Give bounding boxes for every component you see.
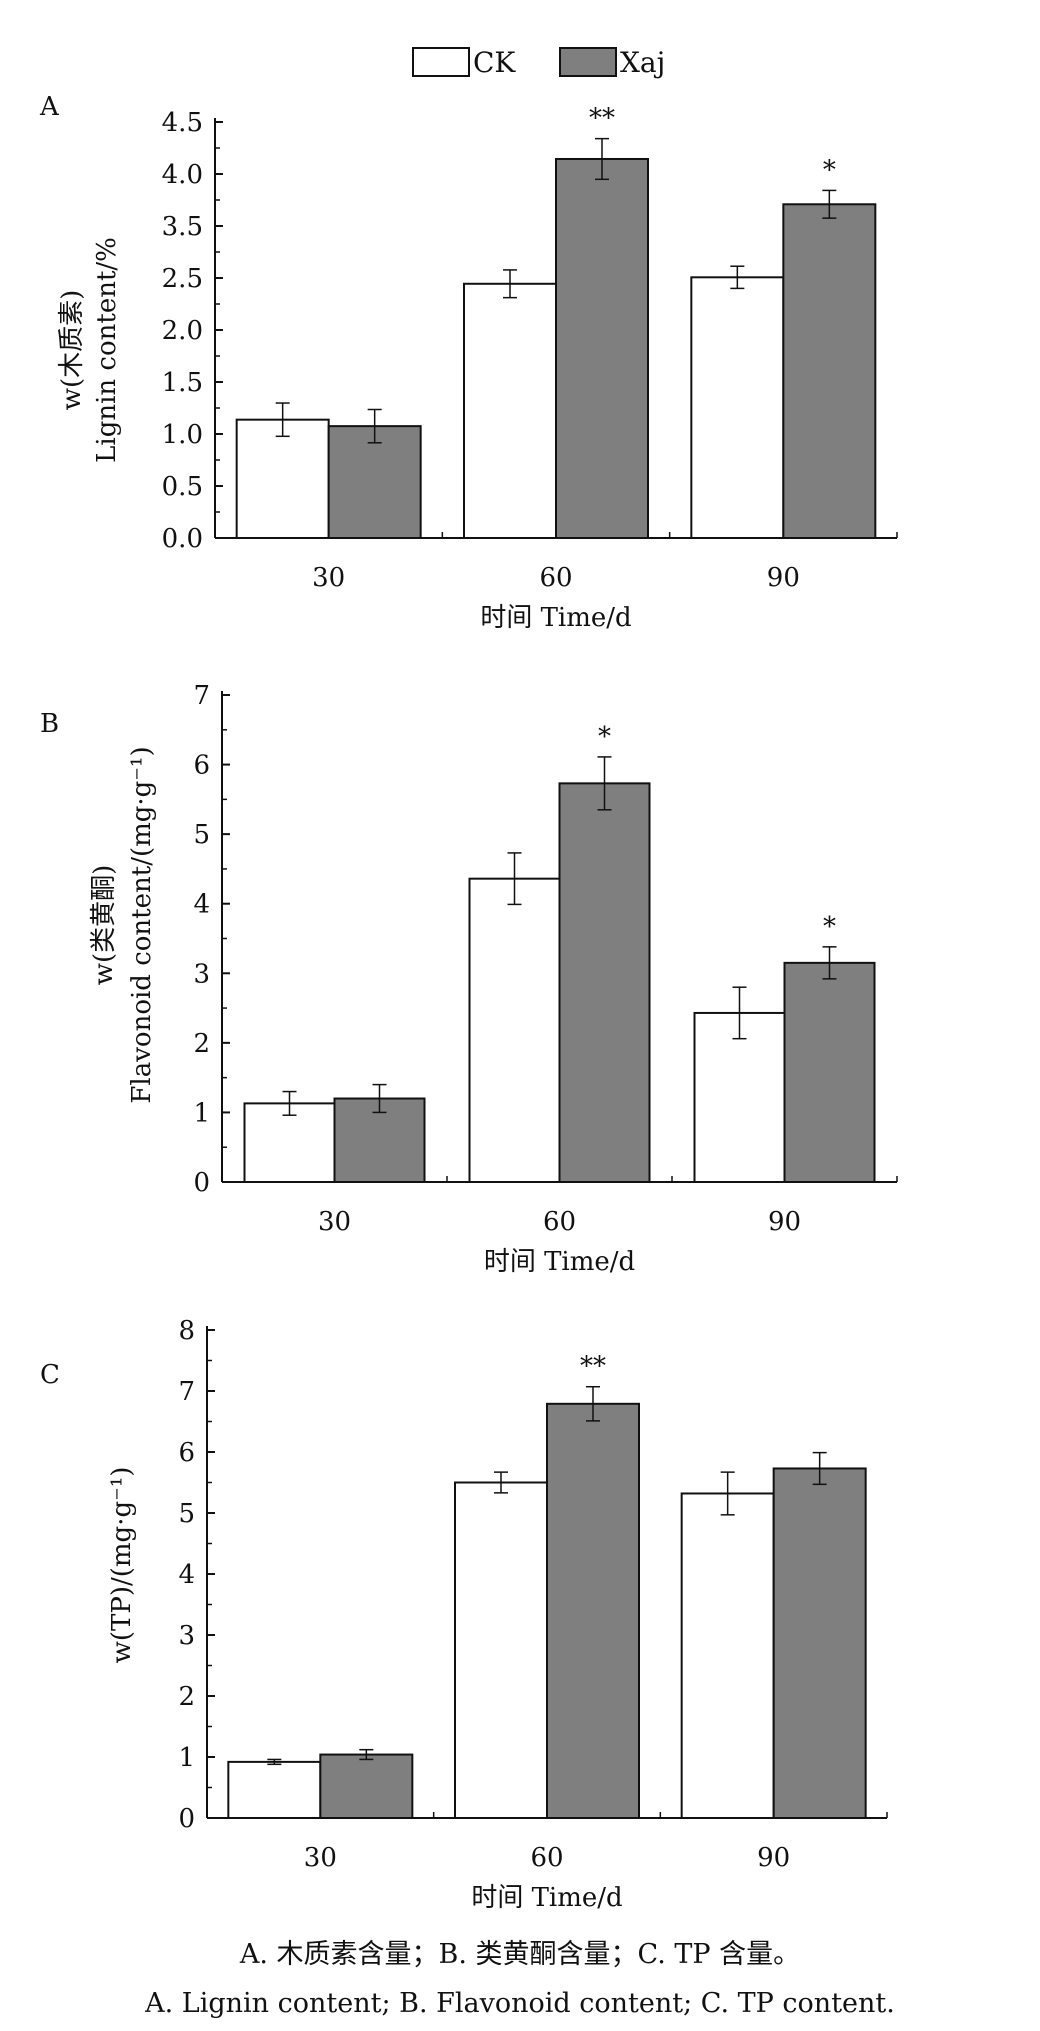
y-tick-label: 5 bbox=[193, 820, 210, 850]
y-tick-label: 2 bbox=[178, 1682, 195, 1712]
y-tick-label: 0 bbox=[193, 1168, 210, 1198]
bar-xaj-90 bbox=[783, 961, 876, 1183]
y-tick-label: 7 bbox=[193, 681, 210, 711]
legend-swatch-ck bbox=[412, 47, 470, 77]
y-axis-title-line1: w(木质素) bbox=[57, 290, 87, 411]
bar-xaj-60 bbox=[546, 1402, 640, 1820]
y-tick-label: 5 bbox=[178, 1499, 195, 1529]
bar-ck-90 bbox=[693, 1011, 786, 1183]
bar-xaj-60 bbox=[555, 157, 649, 539]
chart-panel-b: B 0 1 2 3 4 5 6 7 30 * 60 * 90 时间 Time/d w(类黄酮) Flavonoi… bbox=[40, 681, 898, 1277]
x-axis-title: 时间 Time/d bbox=[471, 1883, 622, 1913]
x-tick-label-30: 30 bbox=[312, 563, 345, 593]
y-tick-label: 3 bbox=[178, 1621, 195, 1651]
bar-xaj-90 bbox=[782, 203, 877, 540]
chart-panel-a: A 0.0 0.5 1.0 1.5 2.0 2.5 3.5 4.0 4.5 30 ** 60 * 90 时间 … bbox=[39, 92, 898, 633]
bar-xaj-90 bbox=[772, 1467, 867, 1819]
chart-panel-c: C 0 1 2 3 4 5 6 7 8 30 ** 60 90 时间 Time/d w(TP)/(mg·g⁻¹… bbox=[40, 1316, 888, 1913]
x-tick-label-30: 30 bbox=[318, 1207, 351, 1237]
bar-ck-30 bbox=[235, 418, 330, 539]
bar-ck-90 bbox=[690, 276, 785, 539]
y-tick-label: 3 bbox=[193, 959, 210, 989]
significance-mark: ** bbox=[580, 1352, 606, 1382]
y-tick-label: 4 bbox=[193, 890, 210, 920]
y-axis-title-line1: w(类黄酮) bbox=[89, 865, 119, 986]
y-axis-title-line2: Flavonoid content/(mg·g⁻¹) bbox=[127, 746, 157, 1103]
y-tick-label: 0.5 bbox=[162, 472, 203, 502]
caption-english: A. Lignin content; B. Flavonoid content;… bbox=[145, 1988, 895, 2019]
caption-chinese: A. 木质素含量；B. 类黄酮含量；C. TP 含量。 bbox=[239, 1939, 801, 1970]
x-tick-label-30: 30 bbox=[304, 1843, 337, 1873]
panel-letter: B bbox=[40, 709, 59, 739]
significance-mark: ** bbox=[589, 104, 615, 134]
bar-ck-60 bbox=[468, 877, 561, 1183]
y-tick-label: 2 bbox=[193, 1029, 210, 1059]
y-tick-label: 7 bbox=[178, 1377, 195, 1407]
legend-swatch-xaj bbox=[559, 47, 617, 77]
panels: A0.00.51.01.52.02.53.54.04.530**60*90时间 … bbox=[39, 92, 898, 1913]
bar-ck-60 bbox=[454, 1481, 548, 1819]
y-tick-label: 3.5 bbox=[162, 212, 203, 242]
y-tick-label: 2.0 bbox=[162, 316, 203, 346]
y-axis-title-line2: Lignin content/% bbox=[92, 237, 122, 463]
panel-letter: A bbox=[39, 92, 60, 122]
y-tick-label: 1 bbox=[193, 1098, 210, 1128]
x-tick-label-60: 60 bbox=[539, 563, 572, 593]
y-tick-label: 1.5 bbox=[162, 368, 203, 398]
y-tick-label: 1.0 bbox=[162, 420, 203, 450]
bar-ck-60 bbox=[463, 282, 557, 539]
x-tick-label-60: 60 bbox=[543, 1207, 576, 1237]
bar-xaj-30 bbox=[319, 1753, 414, 1820]
x-axis-title: 时间 Time/d bbox=[480, 603, 631, 633]
panel-letter: C bbox=[40, 1360, 60, 1390]
significance-mark: * bbox=[823, 155, 836, 185]
x-tick-label-90: 90 bbox=[767, 563, 800, 593]
significance-mark: * bbox=[598, 722, 611, 752]
significance-mark: * bbox=[823, 912, 836, 942]
x-tick-label-90: 90 bbox=[768, 1207, 801, 1237]
legend-label-ck: CK bbox=[473, 46, 516, 79]
bar-xaj-60 bbox=[558, 782, 651, 1183]
y-tick-label: 6 bbox=[193, 751, 210, 781]
x-tick-label-60: 60 bbox=[530, 1843, 563, 1873]
y-tick-label: 0.0 bbox=[162, 524, 203, 554]
y-axis-title-line1: w(TP)/(mg·g⁻¹) bbox=[107, 1467, 137, 1664]
y-tick-label: 8 bbox=[178, 1316, 195, 1346]
y-tick-label: 6 bbox=[178, 1438, 195, 1468]
x-axis-title: 时间 Time/d bbox=[484, 1247, 635, 1277]
y-tick-label: 2.5 bbox=[162, 264, 203, 294]
bar-ck-30 bbox=[227, 1760, 322, 1820]
y-tick-label: 4.5 bbox=[162, 108, 203, 138]
y-tick-label: 1 bbox=[178, 1743, 195, 1773]
y-tick-label: 0 bbox=[178, 1804, 195, 1834]
legend: CK Xaj bbox=[412, 46, 665, 79]
bar-ck-90 bbox=[680, 1492, 775, 1819]
y-tick-label: 4 bbox=[178, 1560, 195, 1590]
y-tick-label: 4.0 bbox=[162, 160, 203, 190]
legend-label-xaj: Xaj bbox=[620, 46, 665, 79]
x-tick-label-90: 90 bbox=[757, 1843, 790, 1873]
